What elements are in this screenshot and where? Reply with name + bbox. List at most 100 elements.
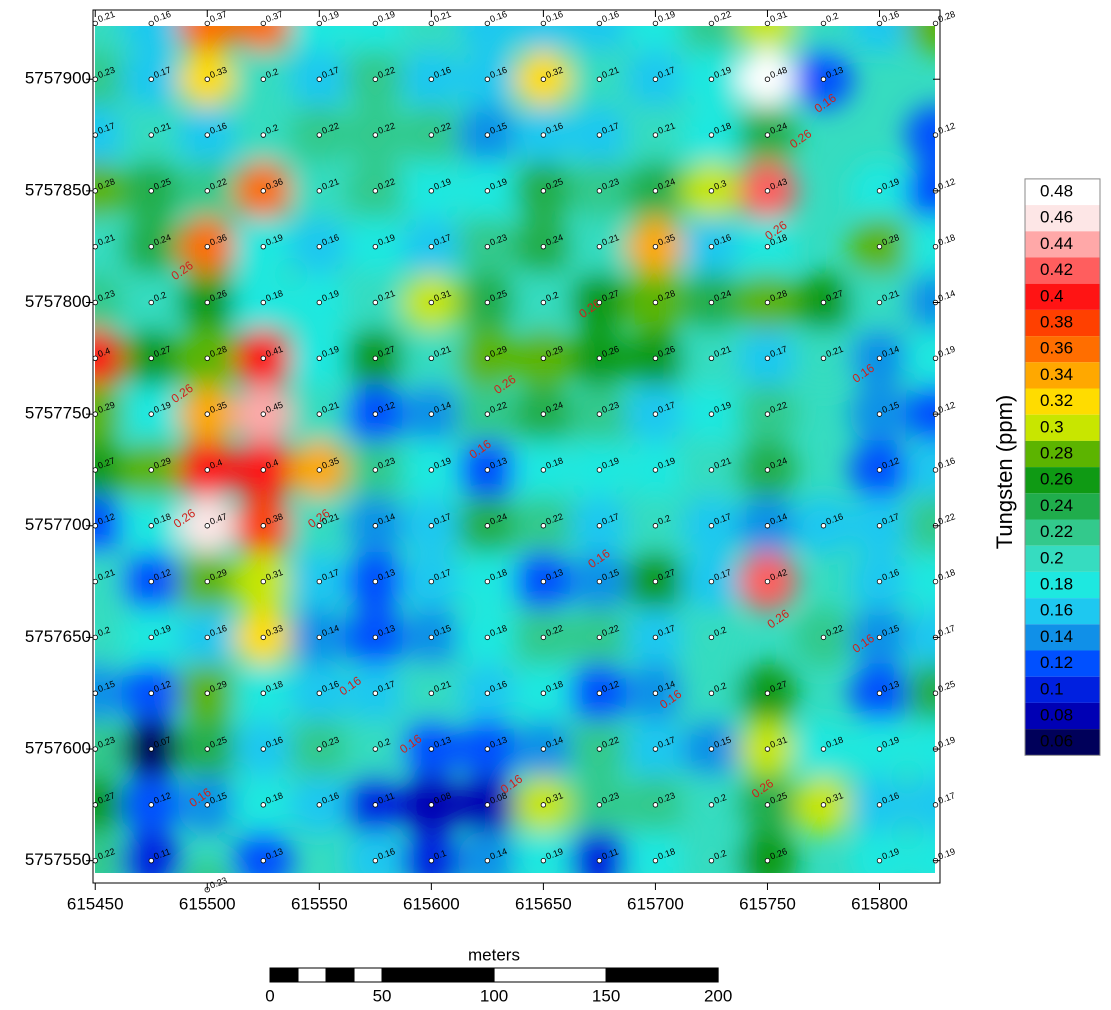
sample-point bbox=[148, 411, 154, 417]
sample-point bbox=[820, 355, 827, 362]
sample-point bbox=[876, 523, 883, 529]
value-blob bbox=[905, 160, 935, 221]
x-tick-label: 615700 bbox=[627, 894, 684, 913]
colorbar-swatch bbox=[1025, 598, 1100, 625]
sample-point bbox=[876, 578, 883, 585]
sample-point bbox=[92, 467, 98, 473]
colorbar-swatch bbox=[1025, 650, 1100, 677]
sample-point bbox=[652, 299, 659, 306]
colorbar-swatch bbox=[1025, 414, 1100, 441]
sample-label: 0.3 bbox=[713, 178, 728, 192]
sample-point bbox=[820, 802, 827, 808]
sample-point bbox=[596, 132, 603, 138]
sample-point bbox=[652, 467, 659, 473]
sample-point bbox=[204, 467, 210, 473]
colorbar-swatch bbox=[1025, 309, 1100, 337]
sample-point bbox=[932, 355, 939, 362]
sample-point bbox=[652, 411, 659, 417]
sample-point bbox=[204, 355, 210, 362]
sample-point bbox=[932, 802, 939, 808]
sample-point bbox=[316, 243, 323, 250]
sample-point bbox=[708, 634, 715, 641]
sample-point bbox=[372, 802, 379, 808]
sample-point bbox=[876, 746, 883, 752]
sample-point bbox=[148, 20, 154, 27]
sample-label: 0.2 bbox=[96, 625, 111, 639]
sample-point bbox=[596, 243, 603, 250]
sample-point bbox=[708, 467, 715, 473]
sample-label: 0.16 bbox=[601, 9, 621, 24]
y-tick-label: 5757550 bbox=[25, 850, 91, 869]
sample-point bbox=[260, 355, 266, 362]
sample-point bbox=[428, 355, 435, 362]
sample-point bbox=[92, 188, 98, 194]
sample-point bbox=[652, 802, 659, 808]
sample-point bbox=[932, 243, 939, 250]
sample-point bbox=[820, 76, 827, 82]
sample-point bbox=[92, 690, 98, 696]
sample-point bbox=[204, 578, 210, 585]
colorbar-label: 0.2 bbox=[1040, 548, 1064, 567]
scale-bar-label: 150 bbox=[592, 986, 620, 1005]
sample-point bbox=[204, 20, 210, 27]
sample-point bbox=[260, 188, 266, 194]
sample-point bbox=[652, 132, 659, 138]
sample-point bbox=[92, 578, 98, 585]
colorbar-swatch bbox=[1025, 624, 1100, 651]
sample-point bbox=[876, 857, 883, 864]
sample-label: 0.2 bbox=[264, 66, 279, 80]
value-blob bbox=[905, 272, 935, 333]
sample-point bbox=[820, 634, 827, 641]
value-blob bbox=[905, 719, 935, 780]
sample-point bbox=[372, 76, 379, 82]
sample-point bbox=[540, 243, 547, 250]
value-blob bbox=[95, 663, 126, 724]
sample-point bbox=[148, 523, 154, 529]
sample-point bbox=[316, 523, 323, 529]
sample-point bbox=[764, 802, 771, 808]
sample-point bbox=[540, 188, 547, 194]
sample-point bbox=[596, 523, 603, 529]
colorbar-label: 0.12 bbox=[1040, 653, 1073, 672]
sample-point bbox=[652, 690, 659, 696]
sample-point bbox=[820, 299, 827, 306]
sample-point bbox=[596, 634, 603, 641]
sample-point bbox=[148, 243, 154, 250]
value-blob bbox=[905, 663, 935, 724]
colorbar-label: 0.22 bbox=[1040, 522, 1073, 541]
sample-point bbox=[484, 690, 491, 696]
value-blob bbox=[289, 26, 350, 54]
sample-point bbox=[652, 76, 659, 82]
scale-bar-segment bbox=[605, 967, 719, 983]
colorbar-swatch bbox=[1025, 205, 1100, 232]
sample-point bbox=[764, 243, 771, 250]
sample-point bbox=[652, 243, 659, 250]
sample-point bbox=[428, 411, 435, 417]
sample-point bbox=[652, 746, 659, 752]
value-blob bbox=[95, 328, 126, 389]
sample-point bbox=[372, 411, 379, 417]
y-tick-label: 5757900 bbox=[25, 69, 91, 88]
sample-point bbox=[372, 299, 379, 306]
value-blob bbox=[905, 439, 935, 500]
sample-point bbox=[372, 634, 379, 641]
value-blob bbox=[95, 272, 126, 333]
sample-point bbox=[148, 299, 154, 306]
sample-label: 0.2 bbox=[376, 736, 391, 750]
sample-point bbox=[204, 746, 210, 752]
value-blob bbox=[457, 26, 518, 54]
sample-point bbox=[596, 467, 603, 473]
value-blob bbox=[401, 26, 462, 54]
value-blob bbox=[905, 830, 935, 873]
sample-point bbox=[484, 578, 491, 585]
sample-point bbox=[876, 355, 883, 362]
sample-point bbox=[260, 857, 266, 864]
scale-bar-segment bbox=[325, 967, 355, 983]
value-blob bbox=[513, 830, 574, 873]
sample-point bbox=[484, 857, 491, 864]
sample-point bbox=[148, 802, 154, 808]
sample-point bbox=[204, 299, 210, 306]
sample-label: 0.37 bbox=[208, 9, 228, 24]
sample-point bbox=[652, 20, 659, 27]
sample-point bbox=[372, 467, 379, 473]
